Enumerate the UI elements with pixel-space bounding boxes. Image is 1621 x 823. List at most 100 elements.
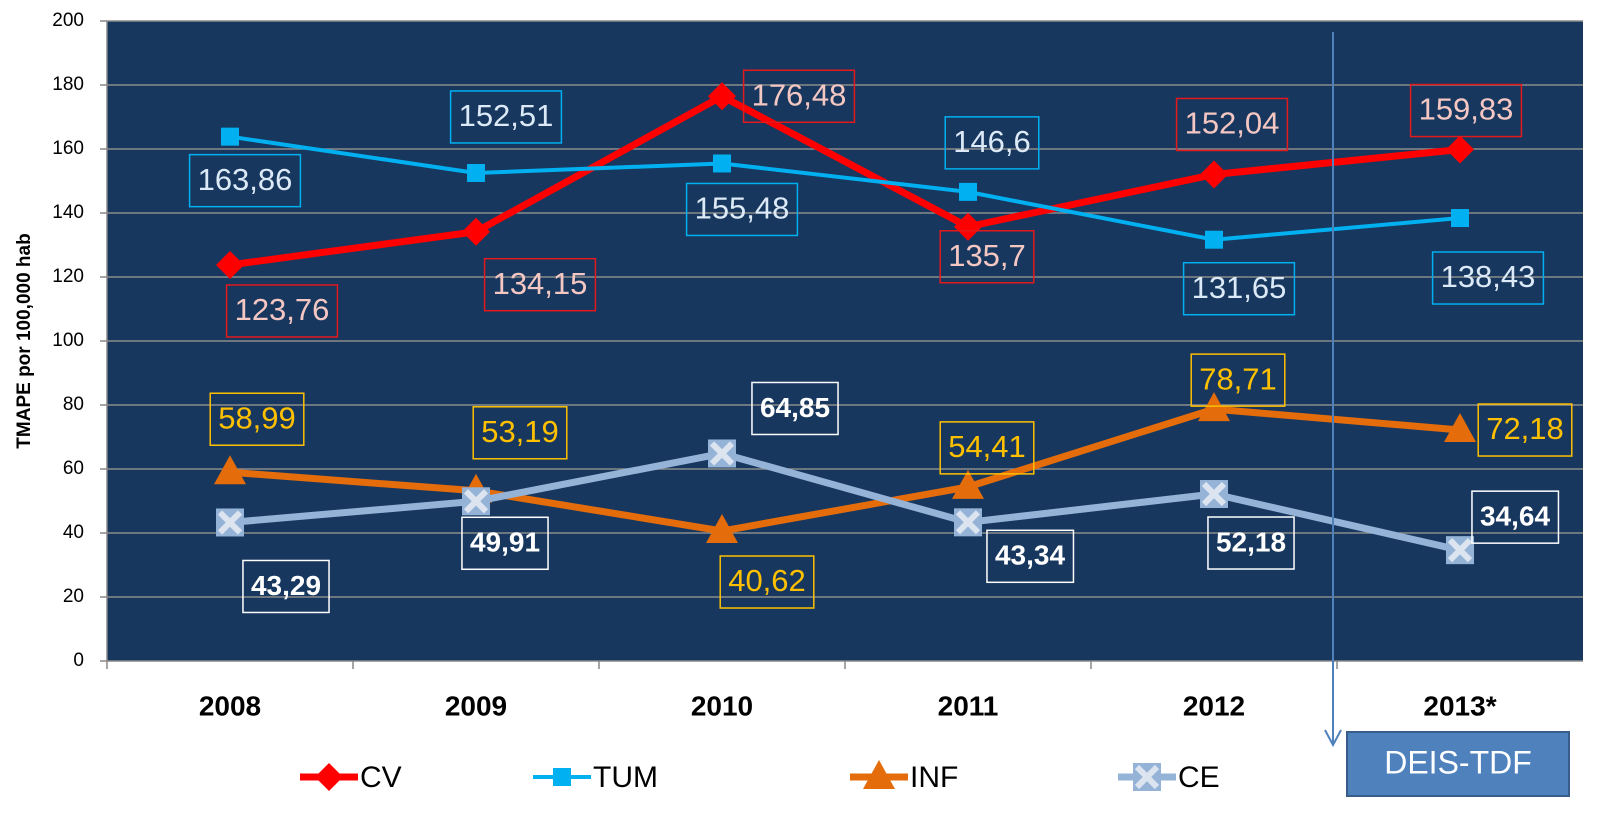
y-axis-label: TMAPE por 100,000 hab (14, 233, 35, 448)
data-point (706, 514, 738, 544)
x-tick-label: 2010 (691, 690, 753, 721)
data-point (216, 508, 244, 537)
y-tick-label: 80 (63, 394, 84, 415)
data-label-box (188, 153, 302, 208)
legend-label: CV (360, 761, 402, 794)
data-point (467, 163, 485, 182)
data-label: 40,62 (728, 563, 806, 598)
data-label: 64,85 (760, 392, 830, 423)
marker-shape (553, 768, 571, 786)
y-tick-label: 180 (52, 74, 84, 95)
data-label-box (939, 230, 1035, 284)
marker-shape (467, 163, 485, 182)
x-tick-label: 2008 (199, 690, 261, 721)
data-point (216, 250, 244, 279)
marker-shape (315, 763, 343, 791)
marker-shape (863, 760, 895, 789)
marker-shape (1447, 538, 1473, 563)
data-label: 34,64 (1480, 501, 1550, 532)
data-point (221, 127, 239, 146)
marker-shape (713, 154, 731, 173)
data-label: 152,51 (459, 98, 554, 133)
legend-marker (553, 768, 571, 786)
data-label-box (225, 284, 339, 338)
data-point (1200, 480, 1228, 509)
marker-shape (955, 510, 981, 535)
data-label: 152,04 (1185, 106, 1280, 141)
marker-shape (221, 127, 239, 146)
data-label: 134,15 (493, 266, 588, 301)
data-point (1200, 160, 1228, 189)
divider-arrow (1324, 729, 1342, 748)
annotation: DEIS-TDF (1384, 744, 1532, 780)
marker-shape (1201, 481, 1227, 507)
y-tick-label: 40 (63, 522, 84, 543)
y-tick-label: 140 (52, 202, 84, 223)
y-tick-label: 100 (52, 330, 84, 351)
data-label: 72,18 (1486, 411, 1564, 446)
data-label: 159,83 (1419, 92, 1514, 127)
data-label-box (242, 559, 330, 614)
data-label: 176,48 (752, 77, 847, 112)
data-label-box (1190, 353, 1286, 407)
data-point (713, 154, 731, 173)
data-point (1205, 230, 1223, 249)
marker-shape (954, 212, 982, 241)
data-point (1451, 209, 1469, 228)
marker-shape (1444, 413, 1476, 443)
y-tick-label: 200 (52, 10, 84, 31)
marker-shape (1200, 160, 1228, 189)
data-label: 123,76 (235, 292, 330, 327)
marker-shape (214, 455, 246, 485)
data-point (708, 439, 736, 468)
data-label-box (719, 555, 815, 609)
data-point (1446, 135, 1474, 164)
data-label: 43,34 (995, 540, 1065, 571)
annotation-box (1346, 731, 1570, 797)
marker-shape (1205, 230, 1223, 249)
legend-label: TUM (593, 761, 658, 794)
data-label-box (472, 406, 568, 460)
data-label: 131,65 (1192, 270, 1287, 305)
series-line (229, 134, 1461, 242)
data-label-box (751, 381, 839, 436)
data-label-box (1477, 403, 1573, 457)
marker-shape (1451, 209, 1469, 228)
data-label: 135,7 (948, 238, 1026, 273)
data-label: 43,29 (251, 570, 321, 601)
data-point (214, 455, 246, 485)
data-point (1446, 536, 1474, 565)
data-label-box (483, 257, 597, 312)
marker-shape (959, 182, 977, 201)
data-label: 52,18 (1216, 526, 1286, 557)
series-line (229, 92, 1461, 269)
data-point (462, 487, 490, 516)
y-tick-label: 60 (63, 458, 84, 479)
data-label: 155,48 (695, 191, 790, 226)
marker-shape (1446, 135, 1474, 164)
legend-label: CE (1178, 761, 1220, 794)
y-tick-label: 120 (52, 266, 84, 287)
data-label-box (944, 116, 1040, 170)
legend-label: INF (910, 761, 958, 794)
data-label-box (1471, 490, 1560, 544)
x-tick-label: 2009 (445, 690, 507, 721)
marker-shape (463, 489, 489, 514)
data-point (708, 82, 736, 111)
marker-shape (709, 441, 735, 466)
series-line (229, 449, 1461, 554)
legend-marker (1133, 763, 1161, 791)
marker-shape (216, 250, 244, 279)
data-label: 78,71 (1199, 361, 1277, 396)
data-label: 54,41 (948, 429, 1026, 464)
data-label: 163,86 (198, 162, 293, 197)
legend-marker (315, 763, 343, 791)
legend-marker (863, 760, 895, 789)
data-label-box (209, 392, 305, 446)
marker-shape (706, 514, 738, 544)
x-tick-label: 2013* (1423, 690, 1496, 721)
data-point (952, 469, 984, 499)
data-label-box (1409, 83, 1523, 138)
data-label: 53,19 (481, 414, 559, 449)
